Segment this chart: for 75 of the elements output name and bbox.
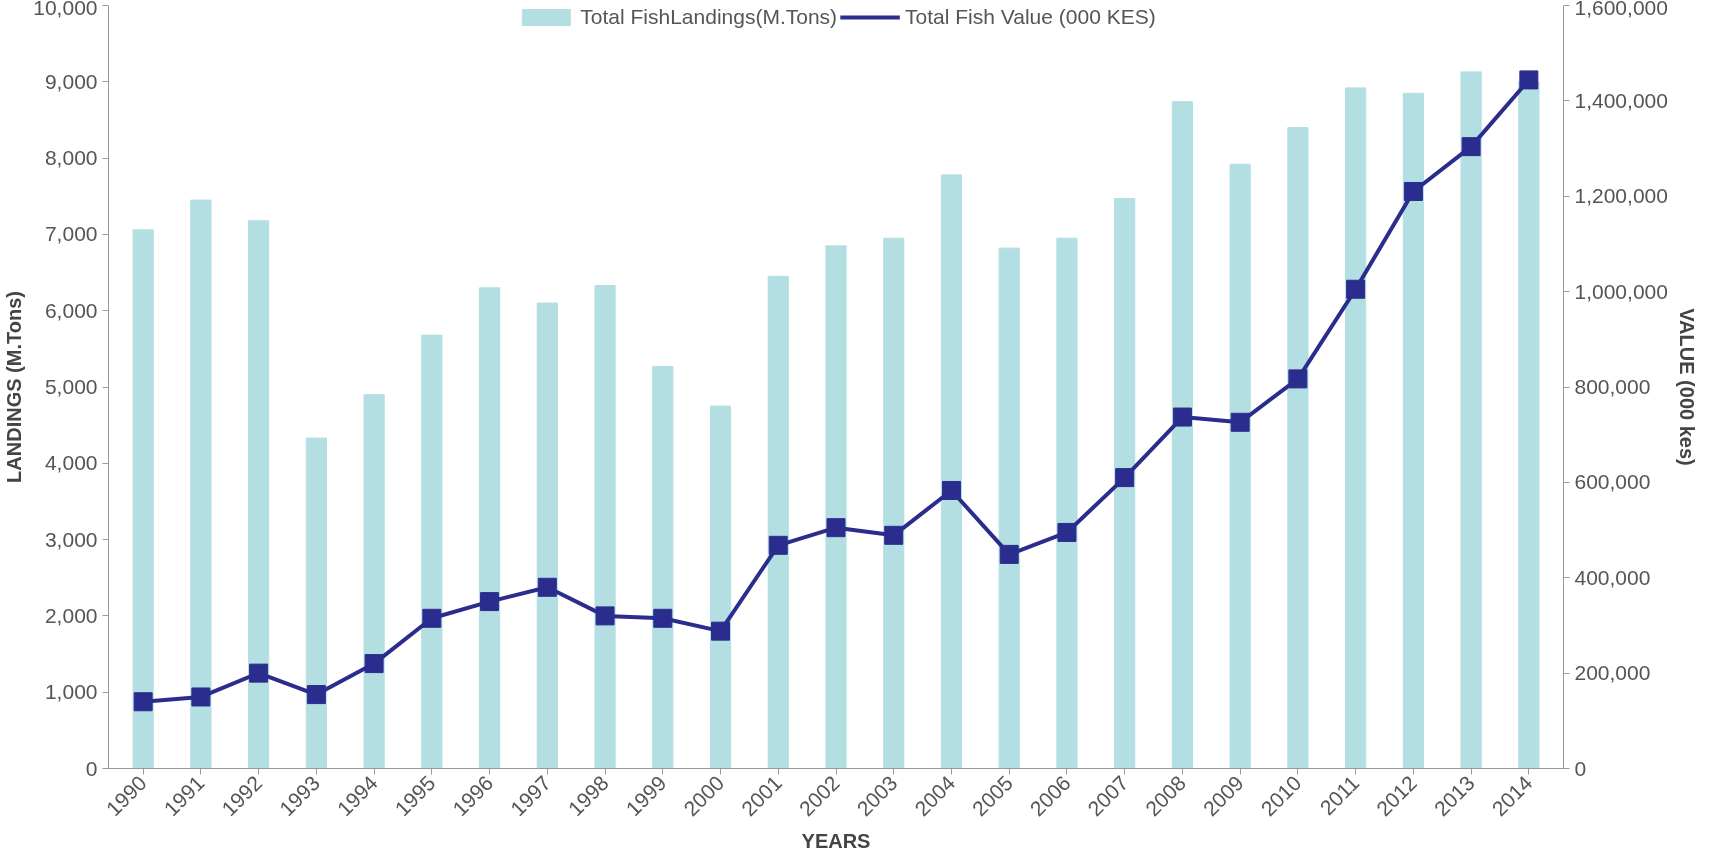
y-tick-label: 4,000 <box>44 451 98 475</box>
y2-tick-label: 600,000 <box>1574 470 1651 494</box>
point <box>1115 468 1135 488</box>
bar <box>305 437 327 769</box>
point <box>364 654 384 674</box>
y2-tick-label: 200,000 <box>1574 661 1651 685</box>
point <box>1461 137 1481 157</box>
y2-tick-label: 1,200,000 <box>1574 184 1668 208</box>
point <box>537 577 557 597</box>
point <box>1230 412 1250 432</box>
x-axis-title: YEARS <box>801 830 871 853</box>
y2-tick-label: 0 <box>1574 756 1587 780</box>
point <box>595 606 615 626</box>
bar <box>652 365 674 769</box>
point <box>1288 369 1308 389</box>
bar <box>1287 127 1309 769</box>
bar <box>940 174 963 769</box>
point <box>653 608 673 628</box>
point <box>1172 407 1192 427</box>
y-tick-label: 7,000 <box>44 222 98 246</box>
y2-tick-label: 800,000 <box>1574 375 1651 398</box>
y-tick-label: 0 <box>85 756 98 780</box>
point <box>826 518 846 538</box>
bar <box>132 229 154 769</box>
point <box>999 544 1019 564</box>
y-tick-label: 1,000 <box>44 680 98 704</box>
y-axis-title: LANDINGS (M.Tons) <box>3 291 26 483</box>
bar <box>1056 237 1078 769</box>
bar <box>1171 101 1194 769</box>
bar <box>421 334 443 769</box>
point <box>711 621 731 641</box>
point <box>768 535 788 555</box>
point <box>133 692 153 712</box>
bar <box>363 394 385 769</box>
point <box>1519 70 1539 90</box>
bar <box>594 285 616 769</box>
y-tick-label: 5,000 <box>44 375 98 398</box>
bar <box>1345 87 1367 769</box>
point <box>884 525 904 545</box>
bar <box>1402 92 1424 769</box>
bar <box>998 247 1020 769</box>
y2-tick-label: 1,000,000 <box>1574 279 1668 303</box>
bar <box>1518 81 1540 769</box>
point <box>191 687 211 707</box>
point <box>1403 181 1423 201</box>
y-tick-label: 10,000 <box>33 0 98 19</box>
y-tick-label: 8,000 <box>44 146 98 170</box>
point <box>480 592 500 612</box>
point <box>941 480 961 500</box>
y2-axis-title: VALUE (000 kes) <box>1675 308 1698 466</box>
bar <box>190 199 212 769</box>
y-tick-label: 6,000 <box>44 298 98 322</box>
bar <box>248 220 270 769</box>
bar <box>1460 71 1482 769</box>
point <box>1057 522 1077 542</box>
point <box>422 608 442 628</box>
bar <box>883 237 905 769</box>
point <box>249 663 269 683</box>
bar <box>767 275 789 769</box>
bar <box>709 405 732 769</box>
point <box>1346 279 1366 299</box>
y2-tick-label: 400,000 <box>1574 565 1651 589</box>
bar <box>536 302 558 769</box>
bar <box>1229 163 1251 769</box>
y-tick-label: 3,000 <box>44 527 98 551</box>
bar <box>478 287 501 769</box>
y2-tick-label: 1,400,000 <box>1574 88 1668 112</box>
point <box>306 685 326 705</box>
legend-label: Total FishLandings(M.Tons) <box>580 5 838 29</box>
legend-label: Total Fish Value (000 KES) <box>905 5 1156 29</box>
bar <box>825 245 847 769</box>
bar <box>1114 198 1136 769</box>
y-tick-label: 2,000 <box>44 603 98 627</box>
y2-tick-label: 1,600,000 <box>1574 0 1668 19</box>
y-tick-label: 9,000 <box>44 69 98 93</box>
